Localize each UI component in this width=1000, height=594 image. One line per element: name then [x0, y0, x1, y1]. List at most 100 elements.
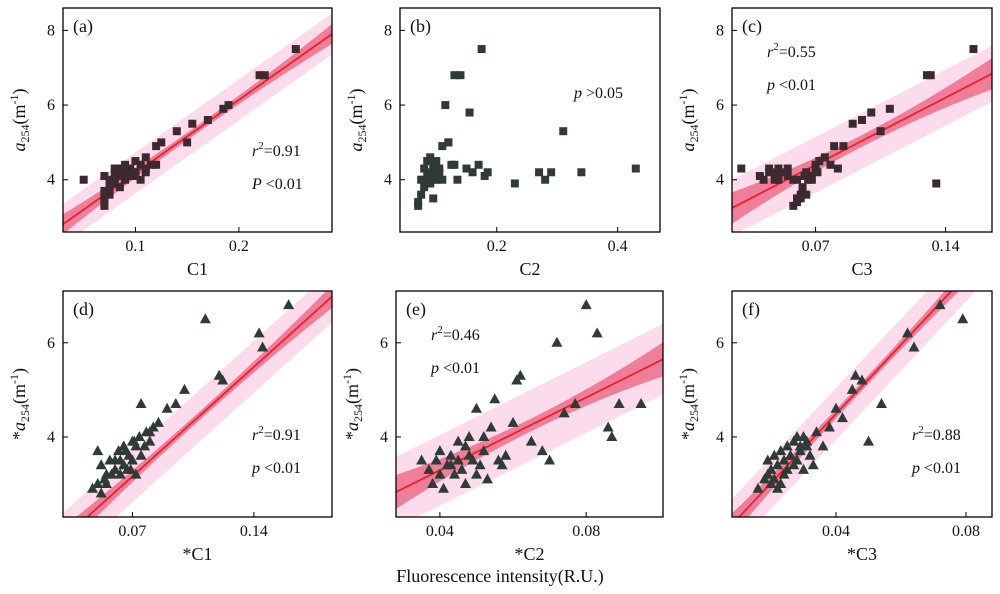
panel-f: 0.04 0.08 4 6 *C3 *a254(m-1) (f) r2=0.88 p <0.01: [676, 290, 993, 564]
confidence-band: [76, 291, 332, 517]
panel-label: (a): [73, 16, 93, 37]
data-point: [606, 430, 618, 441]
data-point: [438, 142, 447, 151]
x-axis-label: *C1: [182, 544, 212, 564]
data-point: [255, 71, 264, 80]
y-axis-label: *a254(m-1): [7, 368, 32, 440]
y-tick-label: 8: [47, 22, 55, 39]
stat-annotation: p <0.01: [766, 77, 816, 94]
x-tick-label: 0.07: [802, 238, 830, 255]
data-point: [136, 175, 145, 184]
x-axis-label: C2: [519, 259, 540, 279]
plot-area: [63, 291, 332, 517]
panel-label: (f): [742, 299, 760, 320]
data-point: [762, 468, 774, 479]
data-point: [824, 421, 835, 432]
data-point: [114, 454, 126, 465]
x-tick-label: 0.14: [932, 238, 960, 255]
data-point: [110, 164, 119, 173]
data-point: [926, 71, 935, 80]
y-tick-label: 8: [384, 22, 392, 39]
data-point: [778, 454, 790, 465]
data-point: [514, 369, 526, 380]
data-point: [420, 164, 429, 173]
data-point: [420, 183, 429, 192]
y-tick-label: 4: [384, 172, 392, 189]
data-point: [762, 454, 774, 465]
data-point: [478, 430, 490, 441]
data-point: [791, 454, 803, 465]
data-point: [772, 459, 783, 470]
data-point: [161, 402, 173, 413]
data-point: [737, 164, 746, 173]
data-point: [188, 119, 197, 128]
data-point: [430, 454, 442, 465]
data-point: [580, 299, 592, 310]
data-point: [157, 138, 166, 147]
plot-area: [732, 45, 992, 232]
data-point: [135, 449, 147, 460]
stat-annotation: r2=0.91: [252, 140, 301, 160]
data-point: [253, 327, 265, 338]
data-point: [806, 172, 814, 180]
data-point: [125, 463, 137, 474]
plot-area: [63, 13, 332, 232]
panel-e: 0.04 0.08 4 6 *C2 *a254(m-1) (e)r2=0.46 p <0.01: [340, 290, 664, 564]
data-point: [796, 194, 805, 203]
data-point: [485, 421, 497, 432]
data-point: [510, 179, 519, 188]
data-point: [217, 374, 229, 385]
data-point: [133, 430, 145, 441]
axes-frame: [62, 290, 333, 518]
data-point: [467, 454, 479, 465]
data-point: [121, 164, 130, 173]
data-point: [459, 440, 471, 451]
data-point: [830, 142, 839, 151]
fit-line: [85, 295, 332, 517]
plot-area: [732, 291, 976, 517]
data-point: [462, 164, 471, 173]
x-axis-label: C1: [187, 259, 208, 279]
data-point: [839, 142, 848, 151]
x-tick-label: 0.04: [822, 523, 850, 540]
data-point: [577, 168, 586, 177]
y-tick-label: 6: [380, 335, 388, 352]
axes-frame: [62, 7, 333, 233]
data-point: [752, 482, 764, 493]
data-point: [79, 175, 88, 184]
data-point: [257, 341, 269, 352]
x-tick-label: 0.1: [125, 238, 145, 255]
data-point: [811, 426, 822, 437]
x-tick-label: 0.14: [240, 523, 268, 540]
data-point: [291, 45, 300, 54]
x-axis-label: *C3: [847, 544, 877, 564]
plot-area: [396, 299, 663, 517]
data-point: [172, 127, 181, 136]
data-point: [417, 190, 426, 199]
data-point: [92, 445, 104, 456]
data-point: [902, 327, 913, 338]
data-point: [427, 478, 439, 489]
data-point: [478, 445, 490, 456]
data-point: [858, 116, 866, 124]
data-point: [885, 104, 894, 113]
data-point: [785, 449, 796, 460]
x-tick-label: 0.2: [229, 238, 249, 255]
y-tick-label: 6: [47, 335, 55, 352]
data-point: [135, 398, 147, 408]
data-point: [768, 449, 780, 460]
x-tick-label: 0.2: [487, 238, 507, 255]
x-tick-label: 0.08: [572, 523, 600, 540]
data-point: [774, 175, 783, 184]
data-point: [613, 398, 625, 408]
axes-frame: [731, 7, 993, 233]
data-point: [144, 435, 156, 446]
data-point: [416, 454, 428, 465]
data-point: [95, 459, 107, 470]
panel-label: (c): [742, 16, 762, 37]
y-tick-label: 6: [47, 97, 55, 114]
data-point: [541, 175, 550, 184]
data-point: [807, 459, 819, 470]
data-point: [474, 459, 486, 470]
